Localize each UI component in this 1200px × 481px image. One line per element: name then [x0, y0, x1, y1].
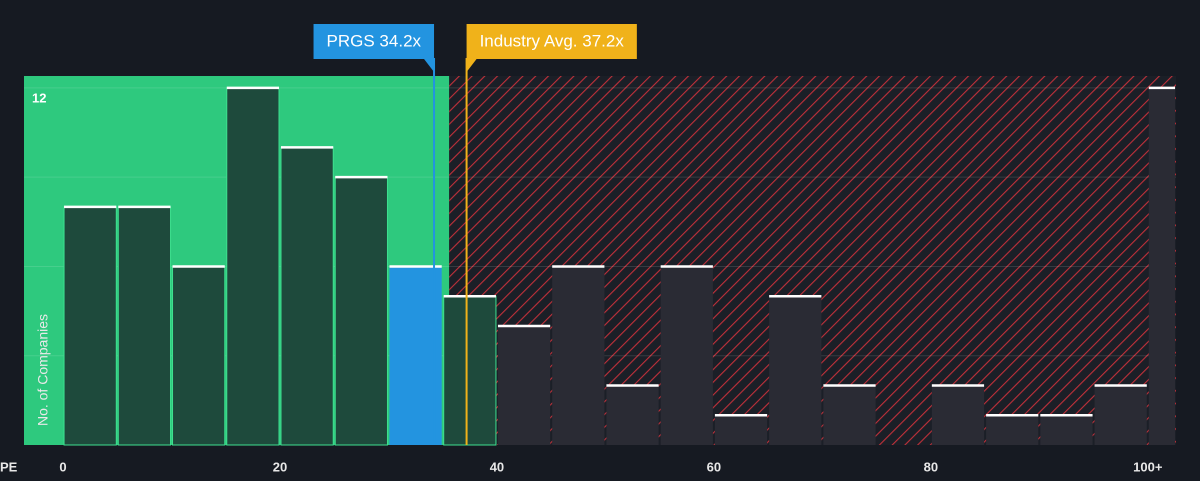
bar: [931, 385, 985, 445]
bar: [172, 265, 226, 446]
x-tick-label: 80: [924, 459, 938, 474]
marker-box: [313, 24, 435, 59]
bar: [280, 146, 334, 446]
bar: [117, 206, 172, 446]
bar: [1094, 385, 1147, 445]
bar: [1148, 87, 1175, 445]
marker-box: [466, 24, 637, 59]
marker-pointer: [424, 59, 435, 72]
bar: [1040, 415, 1093, 445]
bar: [606, 385, 659, 445]
bar: [552, 266, 605, 445]
bar: [389, 266, 442, 445]
bar: [769, 296, 822, 445]
x-tick-label: 20: [273, 459, 287, 474]
marker-pointer: [466, 59, 477, 72]
y-tick-label: 12: [32, 90, 46, 105]
bar: [497, 325, 551, 445]
x-axis-label: PE: [0, 459, 18, 474]
bar: [714, 415, 768, 445]
y-axis-label: No. of Companies: [35, 314, 51, 426]
bar: [443, 295, 497, 446]
marker-label: PRGS 34.2x: [327, 31, 422, 50]
x-tick-label: 60: [707, 459, 721, 474]
x-tick-label: 0: [59, 459, 66, 474]
marker-label: Industry Avg. 37.2x: [480, 31, 625, 50]
bar: [986, 415, 1039, 445]
bar: [823, 385, 876, 445]
bar: [334, 176, 388, 446]
bar: [226, 87, 280, 446]
x-tick-label: 40: [490, 459, 504, 474]
bar: [63, 206, 117, 446]
bar: [660, 266, 713, 445]
x-tick-label: 100+: [1133, 459, 1163, 474]
